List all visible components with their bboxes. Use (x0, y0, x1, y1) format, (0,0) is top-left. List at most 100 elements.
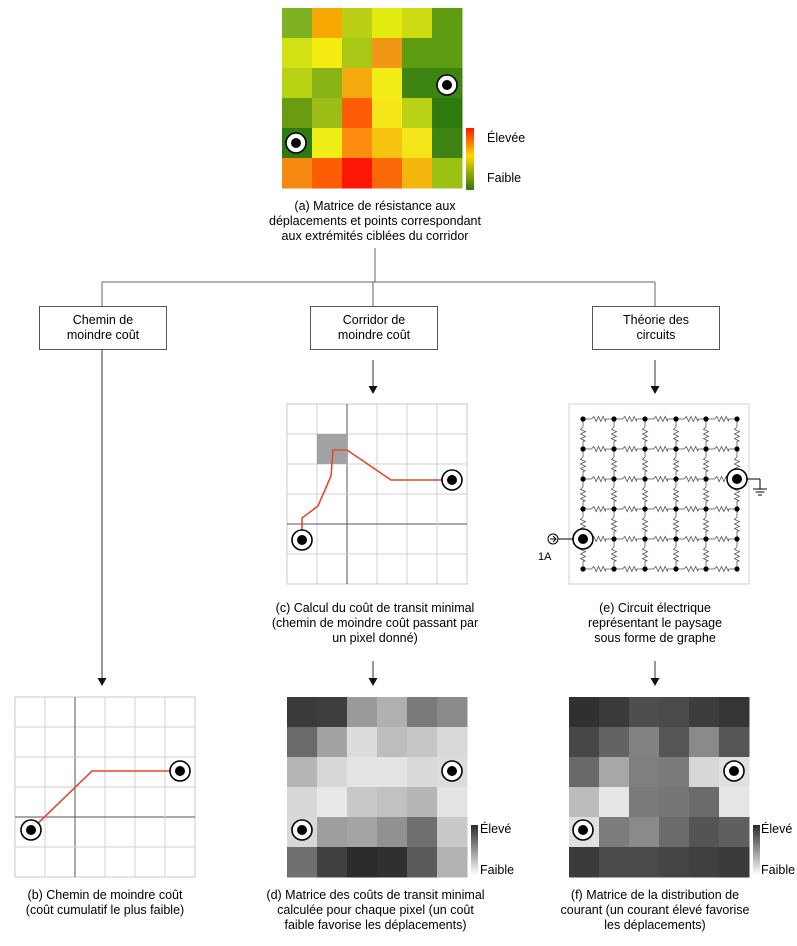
matrix-cell (629, 697, 660, 728)
matrix-cell (407, 727, 438, 758)
resistor (714, 565, 729, 573)
matrix-cell (287, 727, 318, 758)
matrix-cell (719, 847, 750, 878)
resistor (579, 486, 587, 502)
target-dot (729, 766, 739, 776)
resistor (733, 486, 741, 502)
circuit-node (580, 416, 586, 422)
resistor (714, 415, 729, 423)
caption-c: (c) Calcul du coût de transit minimal (c… (271, 601, 479, 645)
caption-b: (b) Chemin de moindre coût (coût cumulat… (25, 888, 185, 917)
resistor (591, 505, 606, 513)
matrix-cell (342, 128, 373, 159)
caption-e: (e) Circuit électrique représentant le p… (587, 601, 723, 645)
resistor (653, 415, 668, 423)
gray-legend-bar-f (753, 825, 760, 875)
endpoint-e-left (572, 528, 594, 550)
matrix-cell (342, 158, 373, 189)
resistor (683, 475, 699, 483)
resistor (610, 456, 618, 472)
matrix-cell (317, 727, 348, 758)
matrix-cell (347, 787, 378, 818)
transit-path (301, 449, 452, 540)
matrix-cell (312, 98, 343, 129)
circuit-graph (547, 403, 767, 585)
matrix-cell (402, 8, 433, 39)
matrix-cell (287, 847, 318, 878)
circuit-node (611, 566, 617, 572)
resistor (610, 486, 618, 502)
color-legend-bar (466, 128, 474, 190)
branch-box-left: Chemin de moindre coût (39, 306, 167, 350)
least-cost-path (30, 770, 180, 831)
resistor (702, 486, 710, 502)
resistor (641, 546, 649, 562)
resistor (683, 445, 699, 453)
matrix-cell (407, 847, 438, 878)
resistor (683, 565, 699, 573)
transit-cost-matrix (287, 697, 468, 878)
matrix-cell (402, 158, 433, 189)
target-dot (297, 535, 307, 545)
circuit-node (611, 476, 617, 482)
matrix-cell (317, 817, 348, 848)
matrix-cell (599, 727, 630, 758)
circuit-node (703, 476, 709, 482)
matrix-cell (689, 787, 720, 818)
circuit-node (642, 566, 648, 572)
matrix-cell (342, 98, 373, 129)
resistor (683, 535, 699, 543)
matrix-cell (659, 757, 690, 788)
matrix-cell (347, 757, 378, 788)
circuit-node (734, 506, 740, 512)
branch-box-middle: Corridor de moindre coût (310, 306, 438, 350)
current-density-matrix (569, 697, 750, 878)
matrix-cell (377, 697, 408, 728)
resistor (733, 516, 741, 532)
matrix-cell (432, 8, 463, 39)
matrix-cell (282, 8, 313, 39)
resistor (653, 565, 668, 573)
endpoint-d-left (291, 819, 313, 841)
matrix-cell (719, 727, 750, 758)
resistor (672, 486, 680, 502)
matrix-cell (347, 817, 378, 848)
circuit-node (703, 536, 709, 542)
endpoint-b-left (20, 819, 42, 841)
circuit-node (580, 446, 586, 452)
target-dot (26, 825, 36, 835)
circuit-node (642, 446, 648, 452)
resistor (702, 456, 710, 472)
legend-high-a: Élevée (487, 131, 526, 145)
endpoint-a-left (285, 132, 307, 154)
matrix-cell (437, 817, 468, 848)
matrix-cell (569, 697, 600, 728)
target-dot (442, 80, 452, 90)
matrix-cell (372, 158, 403, 189)
legend-low-d: Faible (480, 863, 515, 877)
caption-a: (a) Matrice de résistance aux déplacemen… (269, 199, 481, 243)
arrow-left-head (97, 678, 107, 686)
endpoint-c-left (291, 529, 313, 551)
matrix-cell (599, 847, 630, 878)
matrix-cell (659, 817, 690, 848)
gray-legend-bar-d (471, 825, 478, 875)
endpoint-f-left (572, 819, 594, 841)
endpoint-a-right (436, 74, 458, 96)
matrix-cell (599, 697, 630, 728)
matrix-cell (689, 847, 720, 878)
resistor (622, 535, 637, 543)
resistor (610, 546, 618, 562)
target-dot (297, 825, 307, 835)
legend-high-d: Élevé (480, 822, 512, 836)
circuit-node (673, 446, 679, 452)
resistor (683, 415, 699, 423)
resistor (683, 505, 699, 513)
resistance-matrix (282, 8, 463, 189)
matrix-cell (569, 757, 600, 788)
matrix-cell (282, 98, 313, 129)
resistor (672, 546, 680, 562)
resistor (641, 516, 649, 532)
target-dot (578, 825, 588, 835)
circuit-node (580, 566, 586, 572)
